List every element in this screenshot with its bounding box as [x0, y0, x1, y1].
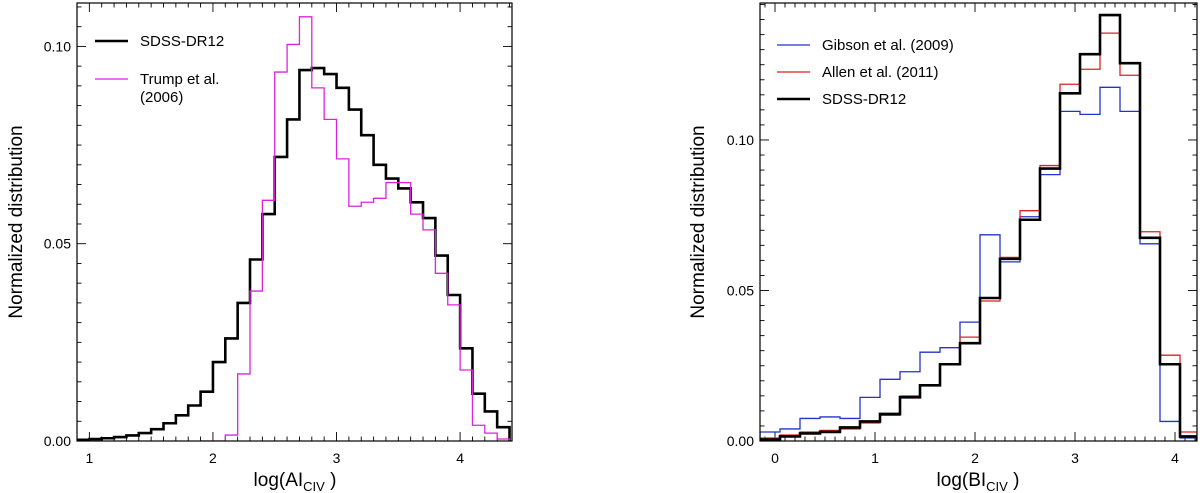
y-tick-label: 0.00	[727, 433, 754, 449]
plot-frame	[76, 2, 513, 442]
y-tick-label: 0.05	[44, 236, 71, 252]
legend: Gibson et al. (2009) Allen et al. (2011) S…	[777, 37, 954, 108]
legend-entry-label: SDSS-DR12	[140, 33, 224, 50]
y-tick-label: 0.10	[44, 38, 71, 54]
plot-frame	[759, 2, 1198, 442]
x-tick-label: 2	[209, 450, 217, 466]
histogram-series-gibson-et-al-2009	[760, 86, 1197, 441]
legend: SDSS-DR12 Trump et al.(2006)	[95, 33, 224, 106]
x-axis-label: log(BICIV )	[937, 470, 1020, 493]
x-axis-label-close: )	[1008, 470, 1020, 491]
x-tick-label: 3	[1071, 450, 1079, 466]
x-tick-label: 2	[971, 450, 979, 466]
y-tick-label: 0.05	[727, 282, 754, 298]
x-axis-label-subscript: CIV	[303, 479, 325, 493]
x-axis-label-close: )	[325, 470, 337, 491]
legend-entry-label: SDSS-DR12	[822, 91, 906, 108]
legend-entry-label: (2006)	[140, 89, 183, 106]
histogram-series-sdss-dr12	[760, 13, 1197, 441]
x-tick-label: 1	[85, 450, 93, 466]
left-panel-ai-civ: 1 2 3 4 0.00 0.05 0.10 Normalized distribution l…	[6, 2, 513, 493]
x-axis-label-subscript: CIV	[986, 479, 1008, 493]
x-tick-label: 1	[871, 450, 879, 466]
y-tick-label: 0.10	[727, 132, 754, 148]
x-axis-label: log(AICIV )	[254, 470, 337, 493]
histogram-series-trump-et-al-2006	[200, 16, 511, 441]
x-tick-label: 0	[771, 450, 779, 466]
x-tick-label: 3	[333, 450, 341, 466]
y-axis-label: Normalized distribution	[6, 125, 27, 318]
x-tick-label: 4	[456, 450, 464, 466]
legend-entry-label: Trump et al.	[140, 71, 219, 88]
x-axis-label-main: log(AI	[254, 470, 304, 491]
histogram-series-sdss-dr12	[77, 66, 511, 441]
y-axis-label: Normalized distribution	[688, 125, 709, 318]
legend-entry-label: Allen et al. (2011)	[822, 64, 938, 81]
x-tick-label: 4	[1171, 450, 1179, 466]
y-tick-label: 0.00	[44, 433, 71, 449]
legend-entry-label: Gibson et al. (2009)	[822, 37, 954, 54]
right-panel-bi-civ: 0 1 2 3 4 0.00 0.05 0.10 Normalized distribution…	[688, 2, 1198, 493]
x-axis-label-main: log(BI	[937, 470, 987, 491]
